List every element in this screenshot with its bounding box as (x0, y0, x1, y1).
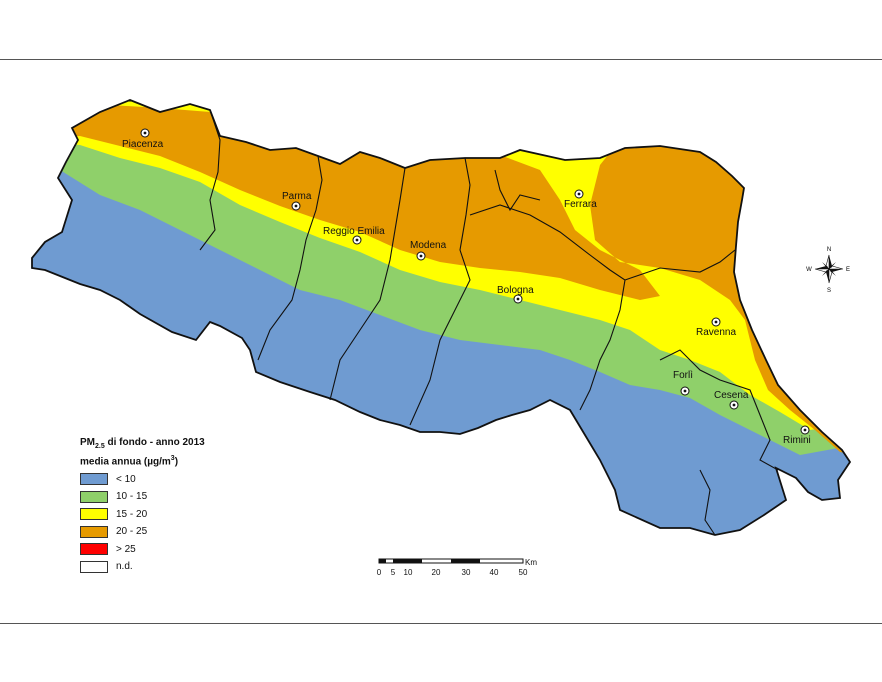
city-piacenza: Piacenza (122, 128, 164, 150)
city-label: Reggio Emilia (323, 226, 385, 237)
legend-item: 20 - 25 (80, 523, 205, 541)
legend-title-suffix: di fondo - anno 2013 (104, 437, 205, 448)
scale-tick-label: 40 (490, 568, 499, 577)
city-markers: Piacenza Parma Reggio Emilia Modena Ferrara B… (122, 128, 811, 446)
city-label: Ferrara (564, 199, 597, 210)
compass-e: E (846, 267, 850, 273)
legend-item: > 25 (80, 540, 205, 558)
city-label: Bologna (497, 285, 534, 296)
city-ravenna: Ravenna (696, 317, 736, 338)
map-frame (0, 59, 882, 624)
city-marker-dot (714, 320, 718, 324)
city-forl-: Forlì (673, 370, 693, 396)
city-rimini: Rimini (783, 425, 811, 446)
scale-tick-label: 5 (391, 568, 396, 577)
scale-tick-label: 10 (404, 568, 413, 577)
region-boundary (31, 99, 852, 536)
legend-swatch (80, 543, 108, 556)
scale-tick-label: 0 (377, 568, 382, 577)
city-marker-dot (143, 131, 147, 135)
city-label: Ravenna (696, 327, 736, 338)
scale-seg-10-20 (393, 559, 422, 563)
city-marker-dot (294, 204, 298, 208)
legend-item: 10 - 15 (80, 488, 205, 506)
city-reggio-emilia: Reggio Emilia (323, 226, 385, 245)
legend: PM2.5 di fondo - anno 2013 media annua (… (80, 437, 205, 575)
legend-label: < 10 (116, 473, 136, 485)
legend-label: 10 - 15 (116, 491, 148, 503)
city-label: Modena (410, 240, 447, 251)
city-ferrara: Ferrara (564, 189, 597, 210)
city-label: Rimini (783, 435, 811, 446)
city-modena: Modena (410, 240, 447, 261)
city-marker-dot (419, 254, 423, 258)
province-boundaries (199, 109, 779, 536)
scale-seg-0-5 (379, 559, 386, 563)
scale-unit: Km (525, 558, 537, 567)
city-marker-dot (577, 192, 581, 196)
scale-ticks: 0 5 10 20 30 40 50 (377, 568, 528, 577)
legend-label: > 25 (116, 543, 136, 555)
scale-seg-30-40 (451, 559, 480, 563)
compass-n: N (827, 247, 831, 253)
legend-item: n.d. (80, 558, 205, 576)
scale-tick-label: 50 (519, 568, 528, 577)
city-cesena: Cesena (714, 390, 749, 410)
legend-title: PM2.5 di fondo - anno 2013 (80, 437, 205, 453)
compass-w: W (806, 267, 812, 273)
legend-swatch (80, 525, 108, 538)
city-marker-dot (803, 428, 807, 432)
legend-title-prefix: PM (80, 437, 95, 448)
legend-label: 15 - 20 (116, 508, 148, 520)
scale-tick-label: 20 (432, 568, 441, 577)
city-marker-dot (683, 389, 687, 393)
city-bologna: Bologna (497, 285, 534, 304)
legend-subtitle-prefix: media annua (µg/m (80, 456, 171, 468)
legend-item: 15 - 20 (80, 505, 205, 523)
legend-subtitle-suffix: ) (174, 456, 179, 468)
legend-swatch (80, 473, 108, 486)
legend-swatch (80, 508, 108, 521)
legend-item: < 10 (80, 470, 205, 488)
compass-star (814, 254, 844, 284)
city-label: Parma (282, 191, 312, 202)
city-label: Forlì (673, 370, 693, 381)
legend-label: n.d. (116, 561, 133, 573)
city-marker-dot (732, 403, 736, 407)
scale-tick-label: 30 (462, 568, 471, 577)
legend-subtitle-sup: 3 (170, 455, 175, 462)
city-parma: Parma (282, 191, 312, 211)
compass-rose: N S E W (806, 247, 850, 293)
band-20-25 (32, 100, 850, 460)
city-label: Piacenza (122, 139, 164, 150)
scale-bar: 0 5 10 20 30 40 50 Km (377, 558, 538, 577)
city-label: Cesena (714, 390, 749, 401)
legend-label: 20 - 25 (116, 526, 148, 538)
legend-swatch (80, 490, 108, 503)
legend-subtitle: media annua (µg/m3) (80, 453, 205, 468)
legend-items: < 10 10 - 15 15 - 20 20 - 25 > 25 n.d. (80, 470, 205, 575)
city-marker-dot (355, 238, 359, 242)
city-marker-dot (516, 297, 520, 301)
legend-swatch (80, 560, 108, 573)
legend-title-sub: 2.5 (95, 443, 105, 450)
compass-s: S (827, 288, 831, 293)
